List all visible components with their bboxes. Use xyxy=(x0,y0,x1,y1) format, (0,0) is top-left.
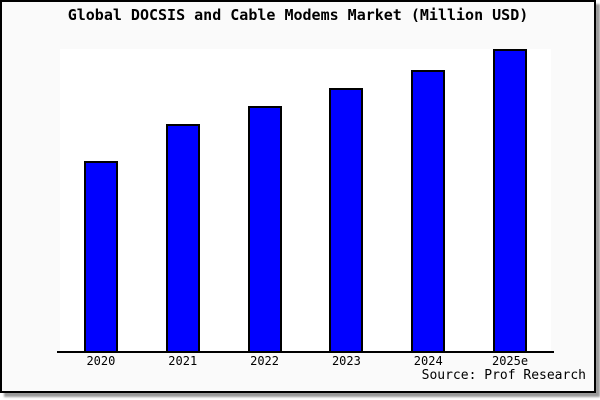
x-axis-labels: 2020 2021 2022 2023 2024 2025e xyxy=(60,354,551,368)
x-axis-line xyxy=(57,351,554,353)
bar-series xyxy=(60,49,551,351)
bar-2021 xyxy=(165,124,200,351)
chart-figure: Global DOCSIS and Cable Modems Market (M… xyxy=(0,0,596,393)
bar-2020 xyxy=(83,161,118,351)
x-tick-label-2024: 2024 xyxy=(413,354,443,368)
bar-slot-2021 xyxy=(142,49,224,351)
bar-slot-2022 xyxy=(224,49,306,351)
bar-slot-2024 xyxy=(387,49,469,351)
bar-2025e xyxy=(493,49,528,351)
x-tick-label-2025e: 2025e xyxy=(491,354,529,368)
bar-2024 xyxy=(411,70,446,351)
x-tick-label-2020: 2020 xyxy=(86,354,116,368)
bar-2022 xyxy=(247,106,282,351)
bar-slot-2023 xyxy=(305,49,387,351)
plot-area xyxy=(60,49,551,351)
bar-2023 xyxy=(329,88,364,351)
source-credit: Source: Prof Research xyxy=(421,368,586,383)
x-tick-label-2021: 2021 xyxy=(168,354,198,368)
x-tick-label-2023: 2023 xyxy=(331,354,361,368)
chart-title: Global DOCSIS and Cable Modems Market (M… xyxy=(67,6,529,24)
bar-slot-2025e xyxy=(469,49,551,351)
x-tick-label-2022: 2022 xyxy=(250,354,280,368)
bar-slot-2020 xyxy=(60,49,142,351)
